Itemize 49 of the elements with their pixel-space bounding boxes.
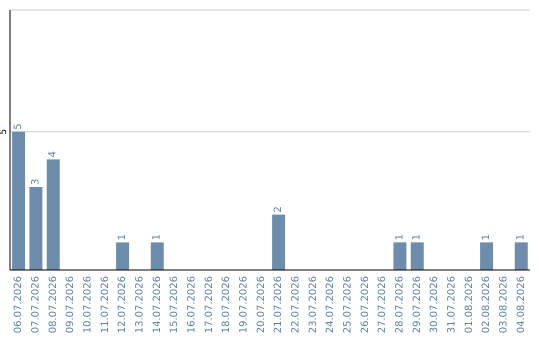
x-tick-label: 21.07.2026 [273, 276, 284, 334]
x-tick-label: 26.07.2026 [360, 276, 371, 334]
x-tick-label: 02.08.2026 [481, 276, 492, 334]
bar [150, 242, 164, 270]
data-label: 2 [273, 206, 284, 213]
x-tick-label: 13.07.2026 [134, 276, 146, 334]
x-tick-label: 31.07.2026 [446, 276, 458, 334]
x-tick-label: 03.08.2026 [498, 276, 510, 334]
data-label: 1 [412, 234, 423, 240]
x-tick-label: 22.07.2026 [290, 276, 302, 334]
data-label: 1 [152, 234, 163, 240]
x-tick-label: 11.07.2026 [100, 276, 111, 334]
data-label: 4 [48, 150, 59, 158]
bar [410, 242, 424, 270]
x-tick-label: 16.07.2026 [186, 276, 198, 334]
x-tick-label: 23.07.2026 [308, 276, 319, 334]
bar [29, 187, 42, 270]
bar [272, 214, 286, 270]
data-label: 1 [516, 234, 527, 240]
x-tick-label: 14.07.2026 [152, 276, 163, 334]
bar [46, 159, 60, 270]
x-tick-label: 09.07.2026 [65, 276, 76, 334]
bar [12, 132, 26, 270]
x-tick-label: 04.08.2026 [516, 276, 527, 334]
x-tick-label: 30.07.2026 [429, 276, 440, 334]
data-label: 1 [117, 234, 128, 240]
x-tick-label: 10.07.2026 [82, 276, 94, 334]
data-label: 1 [394, 234, 406, 240]
x-tick-label: 28.07.2026 [394, 276, 406, 334]
bar [116, 242, 130, 270]
bar [480, 242, 494, 270]
x-tick-label: 19.07.2026 [238, 276, 250, 334]
x-tick-label: 27.07.2026 [377, 276, 388, 334]
x-tick-label: 08.07.2026 [48, 276, 59, 334]
x-tick-label: 06.07.2026 [13, 276, 24, 334]
x-tick-label: 18.07.2026 [221, 276, 232, 334]
data-label: 1 [481, 234, 492, 240]
x-tick-label: 24.07.2026 [325, 276, 336, 334]
x-tick-label: 15.07.2026 [169, 276, 180, 334]
data-label: 3 [30, 178, 42, 186]
x-tick-label: 07.07.2026 [30, 276, 42, 334]
bar [393, 242, 406, 270]
x-tick-label: 12.07.2026 [117, 276, 128, 334]
x-tick-label: 29.07.2026 [412, 276, 423, 334]
bar [514, 242, 528, 270]
x-tick-label: 01.08.2026 [464, 276, 475, 334]
x-tick-label: 20.07.2026 [256, 276, 267, 334]
x-tick-label: 17.07.2026 [204, 276, 215, 334]
x-tick-label: 25.07.2026 [342, 276, 354, 334]
